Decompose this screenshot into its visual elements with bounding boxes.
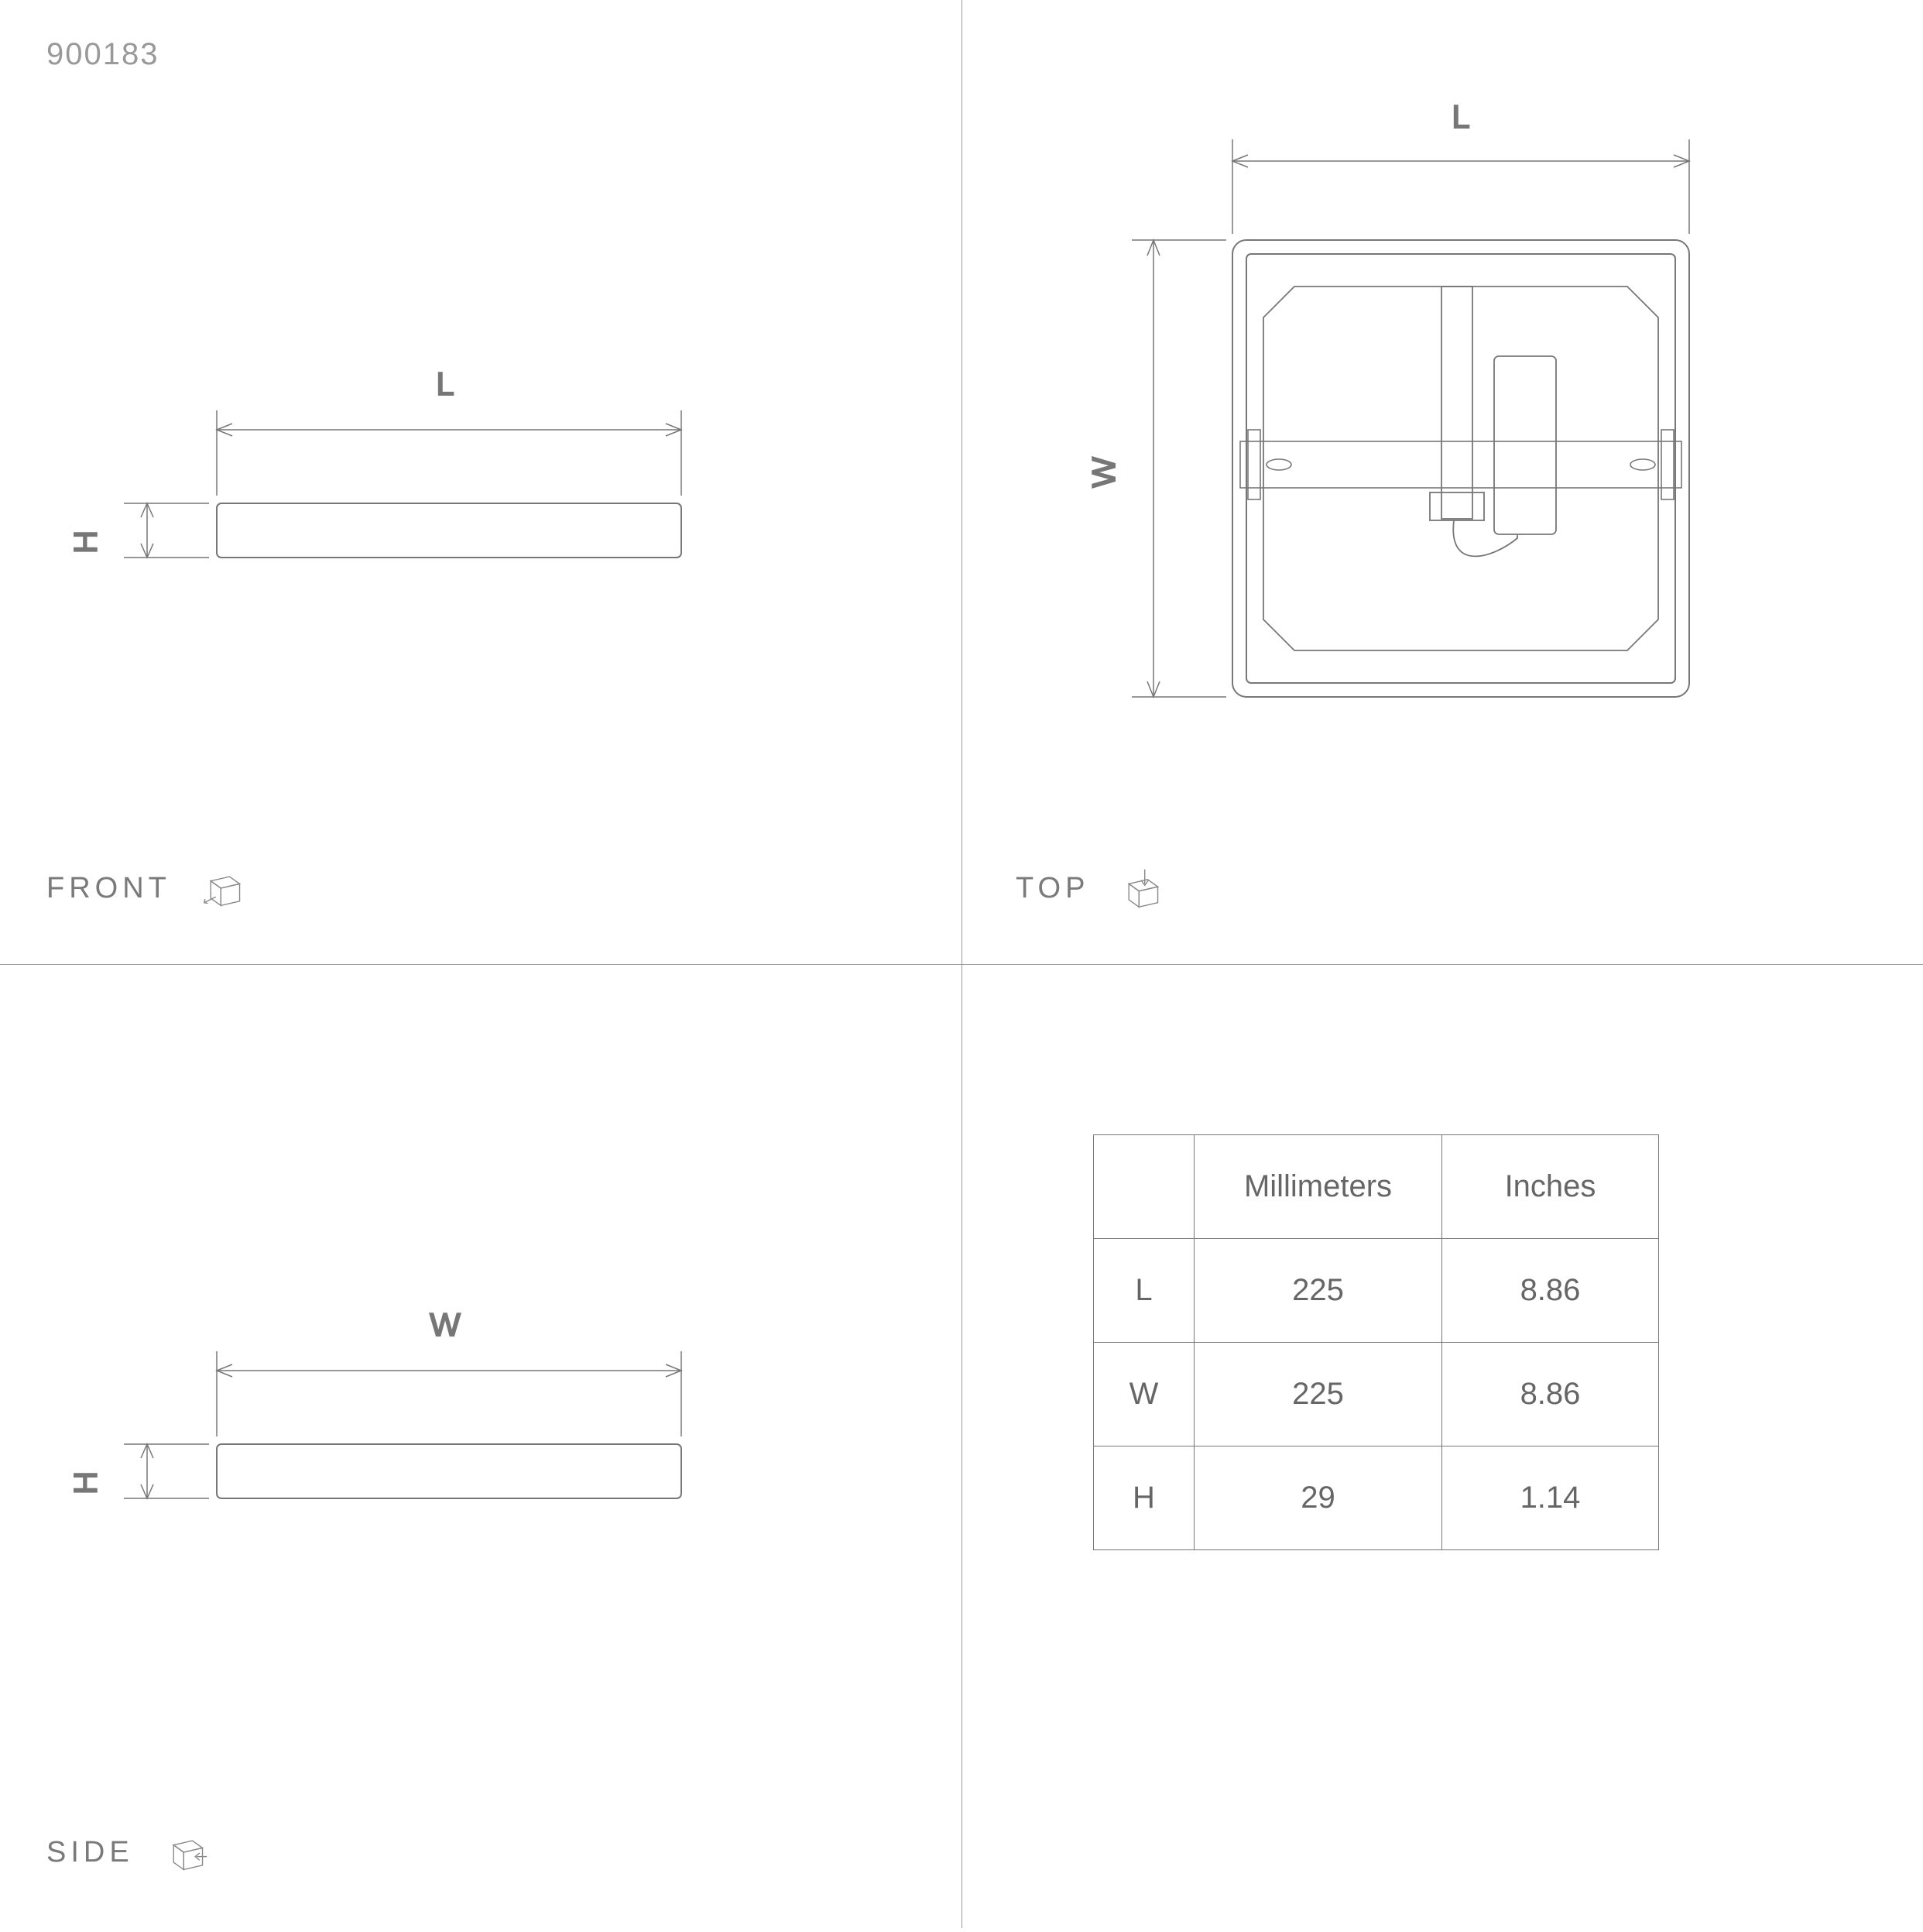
th-in: Inches xyxy=(1442,1135,1659,1239)
side-dim-W: W xyxy=(430,1306,461,1343)
panel-label-side: SIDE xyxy=(46,1831,208,1874)
panel-side: W H SIDE xyxy=(0,964,962,1928)
th-key xyxy=(1094,1135,1195,1239)
panel-front: L H FRONT xyxy=(0,0,962,964)
side-dim-H: H xyxy=(67,1471,104,1494)
panel-label-top: TOP xyxy=(1016,866,1164,910)
front-label-text: FRONT xyxy=(46,872,171,905)
top-cube-icon xyxy=(1120,866,1164,910)
top-label-text: TOP xyxy=(1016,872,1089,905)
side-view-drawing: W H xyxy=(0,964,962,1928)
th-mm: Millimeters xyxy=(1195,1135,1442,1239)
top-dim-L: L xyxy=(1452,98,1469,135)
front-dim-L: L xyxy=(436,365,454,402)
table-row: H 29 1.14 xyxy=(1094,1446,1659,1550)
panel-label-front: FRONT xyxy=(46,866,245,910)
panel-dimensions: Millimeters Inches L 225 8.86 W 225 8.86… xyxy=(962,964,1923,1928)
cell-mm: 29 xyxy=(1195,1446,1442,1550)
cell-mm: 225 xyxy=(1195,1239,1442,1343)
cell-in: 8.86 xyxy=(1442,1239,1659,1343)
front-view-drawing: L H xyxy=(0,0,962,964)
cell-key: L xyxy=(1094,1239,1195,1343)
cell-key: W xyxy=(1094,1343,1195,1446)
table-header-row: Millimeters Inches xyxy=(1094,1135,1659,1239)
front-cube-icon xyxy=(202,866,245,910)
top-dim-W: W xyxy=(1085,457,1122,488)
cell-in: 8.86 xyxy=(1442,1343,1659,1446)
side-cube-icon xyxy=(165,1831,208,1874)
panel-top: L W TOP xyxy=(962,0,1923,964)
cell-in: 1.14 xyxy=(1442,1446,1659,1550)
table-row: W 225 8.86 xyxy=(1094,1343,1659,1446)
cell-key: H xyxy=(1094,1446,1195,1550)
front-dim-H: H xyxy=(67,530,104,554)
side-label-text: SIDE xyxy=(46,1836,134,1869)
dimensions-table: Millimeters Inches L 225 8.86 W 225 8.86… xyxy=(1093,1134,1659,1550)
cell-mm: 225 xyxy=(1195,1343,1442,1446)
table-row: L 225 8.86 xyxy=(1094,1239,1659,1343)
top-view-drawing: L W xyxy=(962,0,1923,964)
